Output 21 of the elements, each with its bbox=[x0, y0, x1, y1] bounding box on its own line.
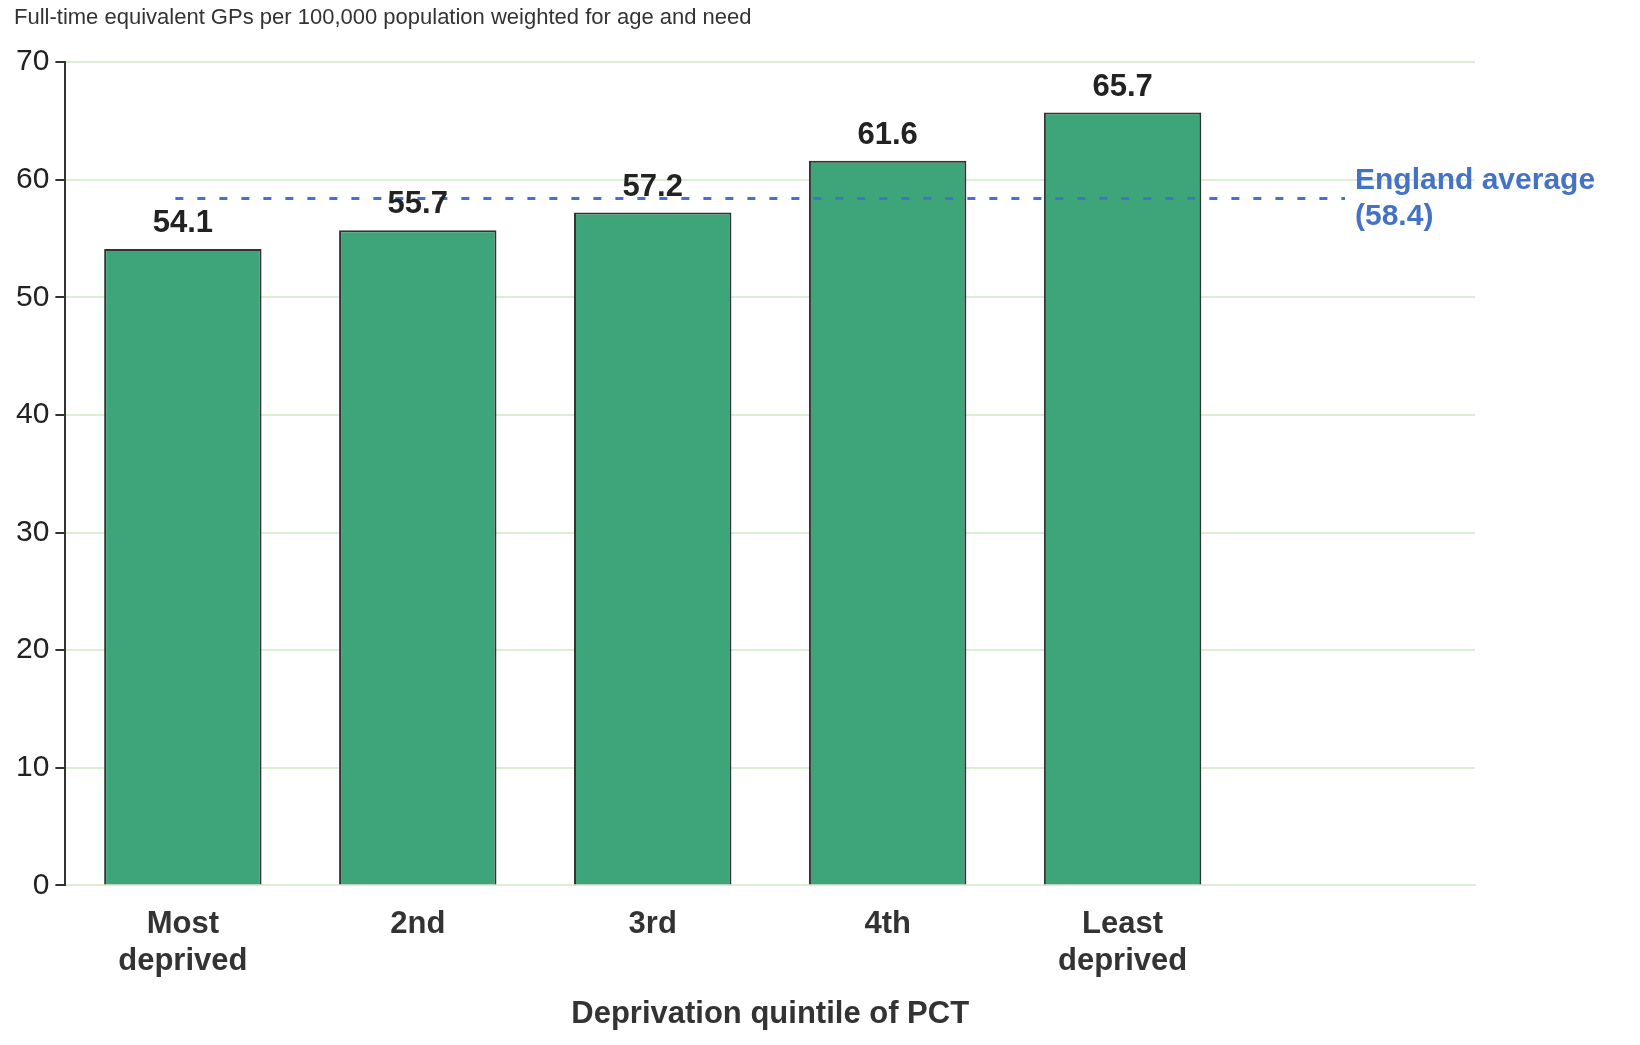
x-tick-label: 2nd bbox=[390, 904, 446, 940]
y-tick-label: 30 bbox=[15, 513, 50, 547]
data-label: 57.2 bbox=[622, 167, 683, 203]
y-tick-label: 70 bbox=[15, 43, 50, 77]
data-label: 54.1 bbox=[152, 204, 214, 240]
x-tick-label: Most deprived bbox=[118, 904, 248, 977]
y-tick-label: 40 bbox=[15, 396, 50, 430]
y-tick-label: 60 bbox=[15, 160, 50, 194]
y-tick-label: 50 bbox=[15, 278, 50, 312]
x-axis-title: Deprivation quintile of PCT bbox=[571, 994, 970, 1030]
data-label: 55.7 bbox=[387, 185, 448, 221]
x-tick-label: Least deprived bbox=[1057, 904, 1188, 977]
y-tick-label: 20 bbox=[15, 631, 50, 665]
x-tick-label: 4th bbox=[864, 904, 911, 940]
x-tick-label: 3rd bbox=[628, 904, 677, 940]
y-tick-label: 0 bbox=[32, 866, 50, 900]
ref-line-label: England average (58.4) bbox=[1355, 161, 1596, 231]
chart-title: Full-time equivalent GPs per 100,000 population weighted for age and need bbox=[14, 4, 752, 30]
data-label: 61.6 bbox=[857, 115, 918, 151]
y-tick-label: 10 bbox=[15, 749, 50, 783]
data-label: 65.7 bbox=[1092, 67, 1153, 103]
